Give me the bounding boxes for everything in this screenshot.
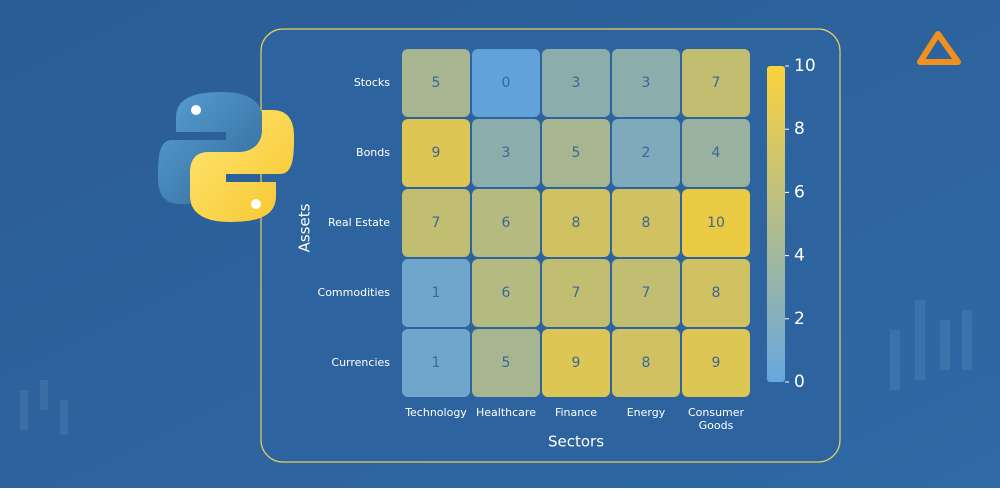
cell-label: 9 [432,145,441,161]
cell-label: 0 [502,75,511,91]
x-tick-label: Consumer Goods [688,406,745,432]
cell [612,49,680,117]
cell [472,259,540,327]
cell [612,119,680,187]
cell [472,119,540,187]
cell [682,189,750,257]
cell-label: 8 [712,285,721,301]
cell-label: 8 [642,215,651,231]
cell-label: 8 [642,355,651,371]
cell-label: 6 [502,215,511,231]
cell [542,189,610,257]
cell [542,259,610,327]
colorbar-tick-label: 4 [794,246,805,266]
cell [402,259,470,327]
y-tick-label: Bonds [356,146,390,159]
cell-label: 3 [502,145,511,161]
colorbar-tick-label: 2 [794,309,805,329]
cell [682,49,750,117]
cell-label: 8 [572,215,581,231]
x-axis-title: Sectors [548,433,604,451]
colorbar-tick-label: 6 [794,182,805,202]
cell [542,329,610,397]
cell-label: 5 [572,145,581,161]
colorbar-tick-label: 8 [794,119,805,139]
cell-label: 4 [712,145,721,161]
cell [682,119,750,187]
cell [612,189,680,257]
cell-label: 5 [432,75,441,91]
y-tick-label: Stocks [354,76,390,89]
y-tick-label: Commodities [318,286,391,299]
y-axis-title: Assets [296,203,314,252]
x-tick-label: Healthcare [476,406,536,419]
cell-label: 1 [432,355,441,371]
cell-label: 10 [707,215,725,231]
x-tick-label: Energy [627,406,666,419]
cell [472,189,540,257]
x-tick-label: Finance [555,406,597,419]
cell [402,49,470,117]
colorbar-tick-label: 10 [794,56,816,76]
cell-label: 3 [642,75,651,91]
cell [472,49,540,117]
cell-label: 7 [572,285,581,301]
cell-label: 7 [642,285,651,301]
cell [542,49,610,117]
y-tick-label: Currencies [331,356,390,369]
cell [402,329,470,397]
decor-candles [20,300,972,435]
cell [542,119,610,187]
python-logo [158,92,294,222]
cell-label: 7 [432,215,441,231]
cell [612,259,680,327]
cell-label: 2 [642,145,651,161]
brand-logo [917,31,961,65]
y-tick-label: Real Estate [328,216,390,229]
cell-label: 7 [712,75,721,91]
colorbar [767,66,785,382]
cell-label: 1 [432,285,441,301]
cell [612,329,680,397]
x-tick-label-line: Consumer [688,406,745,419]
cell [682,329,750,397]
cell-label: 9 [712,355,721,371]
cell [472,329,540,397]
colorbar-tick-label: 0 [794,372,805,392]
cell-label: 5 [502,355,511,371]
cell-label: 6 [502,285,511,301]
cell [402,189,470,257]
cell [682,259,750,327]
cell-label: 3 [572,75,581,91]
x-tick-label-line: Goods [699,419,734,432]
cell-label: 9 [572,355,581,371]
cell [402,119,470,187]
x-tick-label: Technology [404,406,467,419]
